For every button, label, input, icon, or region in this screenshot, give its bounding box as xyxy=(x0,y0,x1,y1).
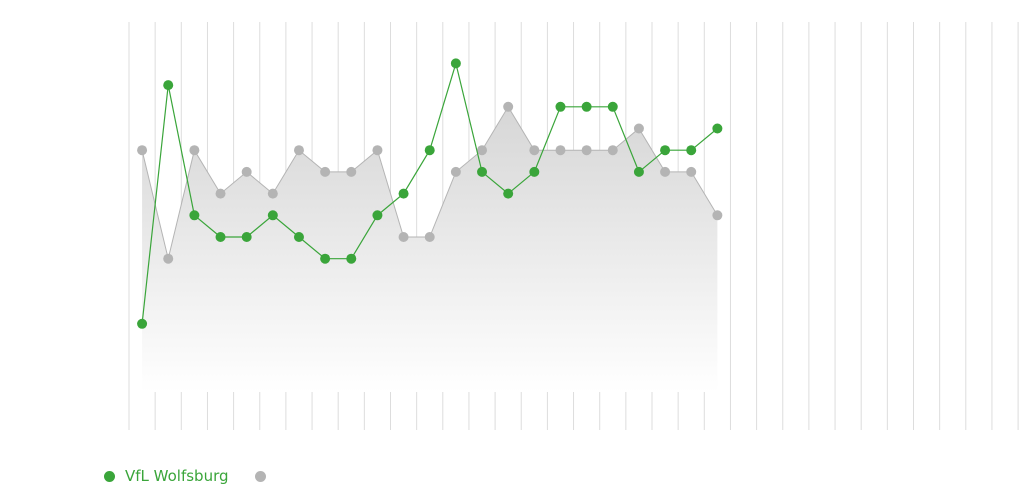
gray-series-point xyxy=(660,166,671,177)
gray-series-point xyxy=(346,166,357,177)
gray-series-point xyxy=(372,145,383,156)
wolfsburg-series-point xyxy=(529,166,540,177)
gray-series-point xyxy=(581,145,592,156)
wolfsburg-series-point xyxy=(712,123,723,134)
wolfsburg-series-point xyxy=(424,145,435,156)
legend-label-wolfsburg: VfL Wolfsburg xyxy=(125,467,229,485)
wolfsburg-series-point xyxy=(450,58,461,69)
gray-series-point xyxy=(215,188,226,199)
gray-series-point xyxy=(267,188,278,199)
gray-series-point xyxy=(398,232,409,242)
gray-series-point xyxy=(320,166,331,177)
gray-series-point xyxy=(477,145,488,156)
wolfsburg-series-point xyxy=(555,101,566,112)
wolfsburg-series-point xyxy=(215,232,226,242)
wolfsburg-series-point xyxy=(137,318,148,329)
wolfsburg-series-point xyxy=(581,101,592,112)
gray-series-point xyxy=(555,145,566,156)
gray-series-point xyxy=(607,145,618,156)
wolfsburg-series-point xyxy=(346,253,357,264)
gray-series-point xyxy=(529,145,540,156)
wolfsburg-series-point xyxy=(293,232,304,242)
wolfsburg-series-point xyxy=(241,232,252,242)
gray-series-point xyxy=(503,101,514,112)
wolfsburg-series-point xyxy=(320,253,331,264)
gray-series-point xyxy=(189,145,200,156)
legend-item-other[interactable] xyxy=(254,470,276,482)
legend-marker-other xyxy=(254,470,266,482)
gray-series-point xyxy=(450,166,461,177)
gray-series-area-group xyxy=(142,106,718,393)
legend-item-wolfsburg[interactable]: VfL Wolfsburg xyxy=(104,464,229,488)
wolfsburg-series-point xyxy=(633,166,644,177)
gray-series-point xyxy=(163,253,174,264)
wolfsburg-series-point xyxy=(607,101,618,112)
gray-series-group xyxy=(137,101,723,264)
gray-series-point xyxy=(424,232,435,242)
wolfsburg-series-point xyxy=(372,210,383,221)
gray-series-area xyxy=(142,106,718,393)
wolfsburg-series-point xyxy=(686,145,697,156)
legend-marker-wolfsburg xyxy=(104,470,115,482)
wolfsburg-series-point xyxy=(189,210,200,221)
wolfsburg-series-point xyxy=(163,80,174,91)
wolfsburg-series-point xyxy=(477,166,488,177)
legend: VfL Wolfsburg xyxy=(104,464,276,488)
wolfsburg-series-point xyxy=(267,210,278,221)
gray-series-point xyxy=(712,210,723,221)
wolfsburg-series-point xyxy=(660,145,671,156)
gray-series-point xyxy=(293,145,304,156)
wolfsburg-series-point xyxy=(398,188,409,199)
gray-series-point xyxy=(137,145,148,156)
gray-series-point xyxy=(241,166,252,177)
gray-series-point xyxy=(633,123,644,134)
gray-series-point xyxy=(686,166,697,177)
green-series-group xyxy=(137,58,723,329)
wolfsburg-series-point xyxy=(503,188,514,199)
